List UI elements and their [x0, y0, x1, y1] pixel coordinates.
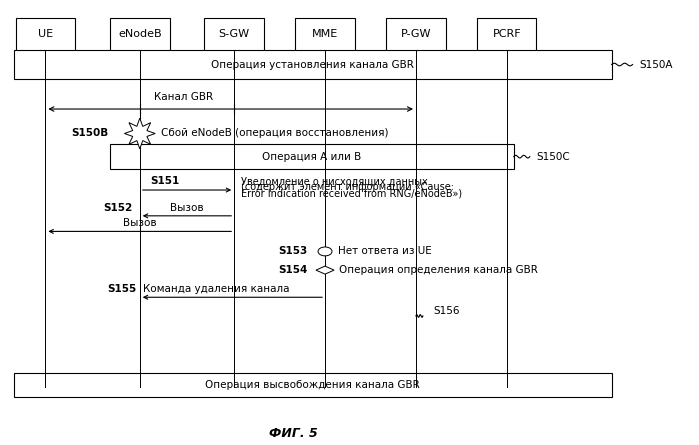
- Polygon shape: [316, 266, 334, 274]
- Text: S152: S152: [103, 203, 133, 213]
- Text: Операция высвобождения канала GBR: Операция высвобождения канала GBR: [206, 380, 420, 390]
- Text: S150C: S150C: [537, 152, 570, 162]
- Text: S150B: S150B: [71, 129, 108, 138]
- Text: Команда удаления канала: Команда удаления канала: [143, 284, 290, 294]
- Text: Нет ответа из UE: Нет ответа из UE: [338, 247, 431, 256]
- Circle shape: [318, 247, 332, 256]
- FancyBboxPatch shape: [14, 373, 612, 397]
- FancyBboxPatch shape: [477, 18, 537, 51]
- Text: MME: MME: [312, 29, 338, 40]
- Text: S155: S155: [107, 284, 136, 294]
- Text: Вызов: Вызов: [170, 203, 204, 213]
- Text: eNodeB: eNodeB: [118, 29, 161, 40]
- Polygon shape: [124, 118, 155, 149]
- Text: S156: S156: [433, 306, 460, 316]
- Text: ФИГ. 5: ФИГ. 5: [269, 427, 318, 441]
- Text: UE: UE: [38, 29, 53, 40]
- FancyBboxPatch shape: [386, 18, 446, 51]
- Text: Error Indication received from RNG/eNodeB»): Error Indication received from RNG/eNode…: [241, 189, 462, 199]
- Text: Операция А или В: Операция А или В: [263, 152, 361, 162]
- Text: Вызов: Вызов: [123, 218, 157, 228]
- Text: Операция определения канала GBR: Операция определения канала GBR: [339, 265, 538, 275]
- Text: Уведомление о нисходящих данных: Уведомление о нисходящих данных: [241, 177, 428, 186]
- Text: (содержит элемент информации «Cause:: (содержит элемент информации «Cause:: [241, 182, 454, 192]
- FancyBboxPatch shape: [296, 18, 355, 51]
- Text: S150A: S150A: [640, 60, 673, 69]
- Text: Сбой eNodeB (операция восстановления): Сбой eNodeB (операция восстановления): [161, 129, 388, 138]
- Text: S151: S151: [150, 177, 180, 186]
- Text: S154: S154: [278, 265, 308, 275]
- Text: S153: S153: [278, 247, 308, 256]
- Text: PCRF: PCRF: [493, 29, 521, 40]
- Text: S-GW: S-GW: [219, 29, 250, 40]
- Text: Канал GBR: Канал GBR: [154, 93, 213, 102]
- FancyBboxPatch shape: [15, 18, 75, 51]
- FancyBboxPatch shape: [205, 18, 264, 51]
- Text: Операция установления канала GBR: Операция установления канала GBR: [211, 60, 415, 69]
- FancyBboxPatch shape: [110, 144, 514, 169]
- Text: P-GW: P-GW: [401, 29, 431, 40]
- FancyBboxPatch shape: [110, 18, 169, 51]
- FancyBboxPatch shape: [14, 50, 612, 79]
